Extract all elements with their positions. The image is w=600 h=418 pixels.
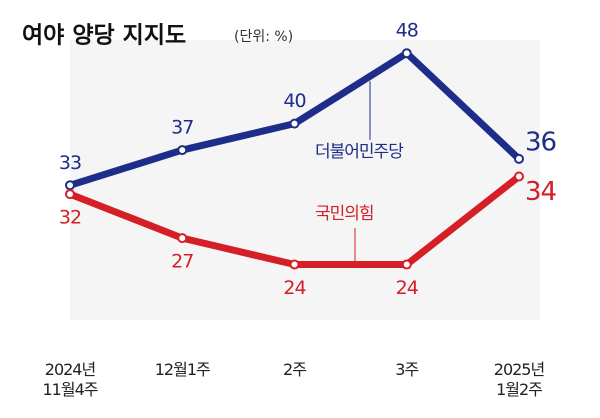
x-tick-label: 12월1주 <box>154 360 211 379</box>
value-label: 24 <box>396 277 419 299</box>
value-label: 24 <box>283 277 306 299</box>
point <box>289 259 300 270</box>
x-tick-label: 2주 <box>283 360 307 379</box>
x-tick-label: 3주 <box>395 360 419 379</box>
value-label: 32 <box>59 207 81 229</box>
point <box>177 145 188 156</box>
chart-subtitle: (단위: %) <box>234 29 293 45</box>
legend-label: 더불어민주당 <box>315 142 404 162</box>
point <box>401 259 412 270</box>
point <box>401 48 412 59</box>
legend-label: 국민의힘 <box>315 204 374 224</box>
value-label: 34 <box>525 177 557 207</box>
x-tick-label: 2024년 11월4주 <box>42 360 99 399</box>
point <box>514 171 524 182</box>
point <box>514 153 524 164</box>
value-label: 27 <box>171 251 193 273</box>
point <box>65 189 75 200</box>
point <box>177 233 188 244</box>
value-label: 37 <box>171 117 193 139</box>
point <box>289 118 300 129</box>
chart-title: 여야 양당 지지도 <box>22 23 186 49</box>
value-label: 48 <box>396 20 418 42</box>
value-label: 36 <box>525 127 556 157</box>
value-label: 40 <box>283 90 305 112</box>
plot-background <box>70 40 540 320</box>
value-label: 33 <box>59 152 81 174</box>
point <box>65 180 75 191</box>
x-tick-label: 2025년 1월2주 <box>493 360 545 399</box>
